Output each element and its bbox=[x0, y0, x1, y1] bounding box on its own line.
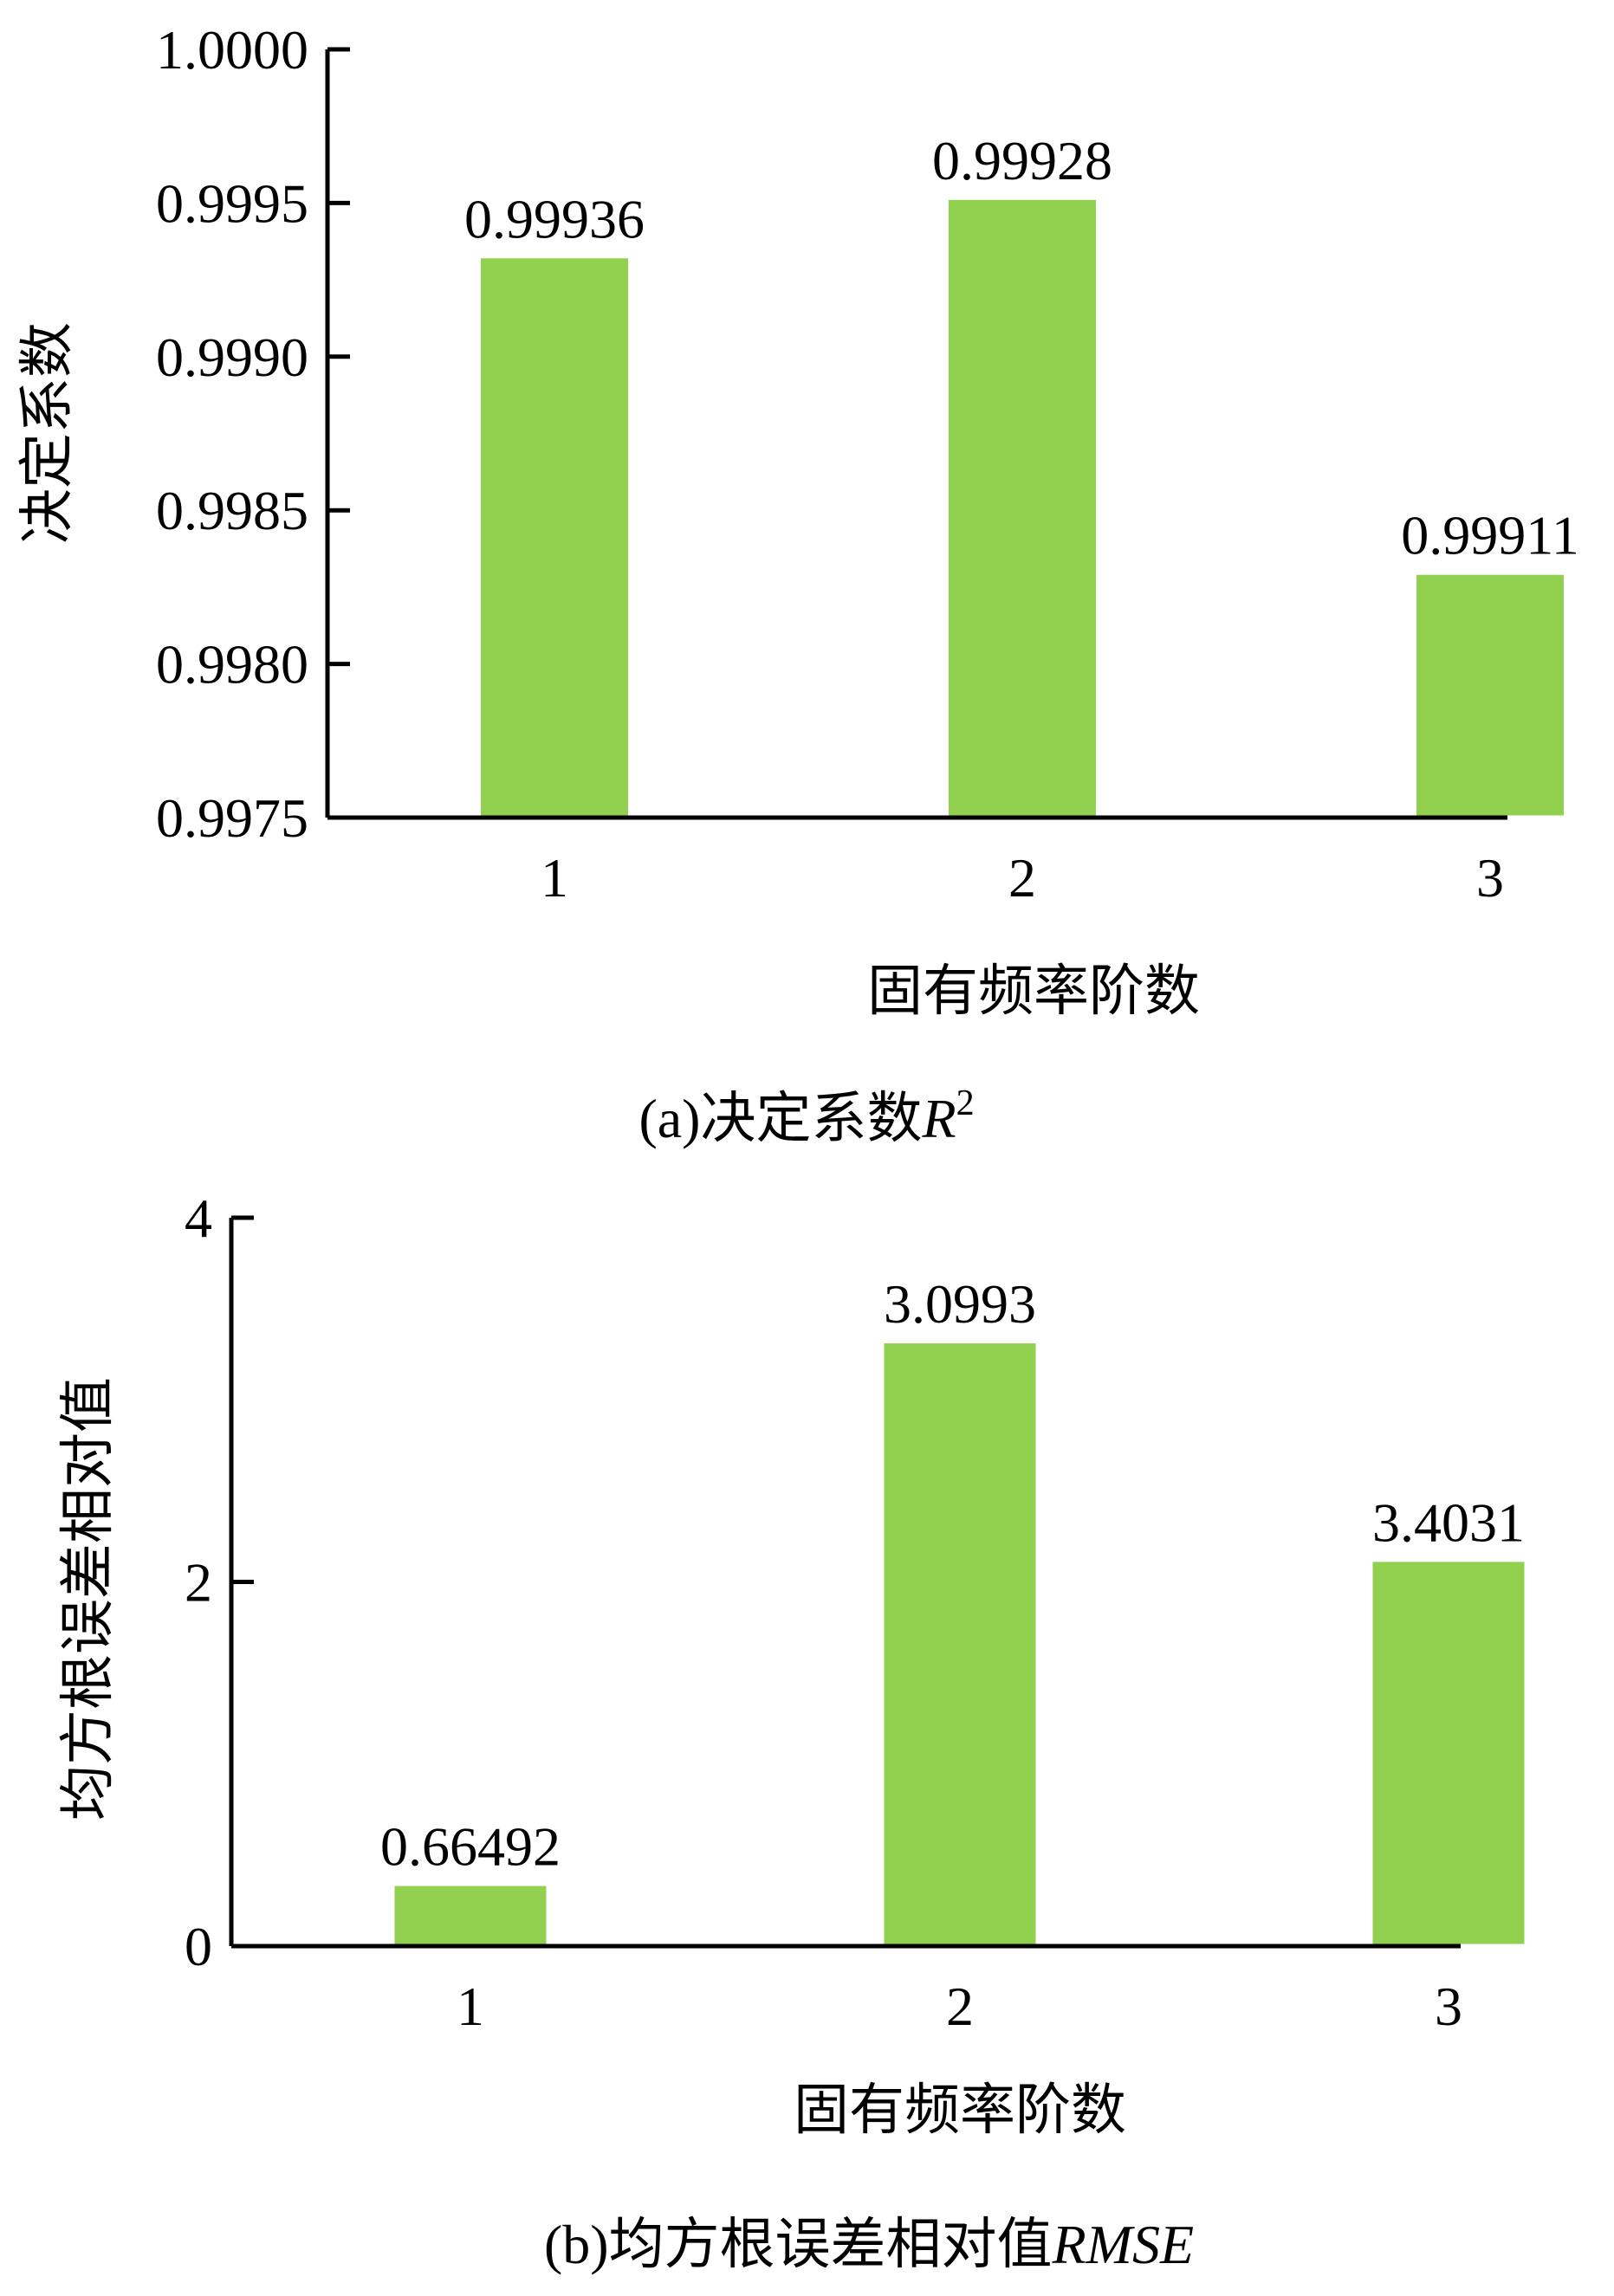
y-tick-label: 0.9975 bbox=[156, 787, 308, 849]
chart-b-caption-prefix: (b) bbox=[544, 2214, 609, 2275]
chart-b-caption: (b)均方根误差相对值RMSE bbox=[544, 2213, 1194, 2277]
y-tick-label: 2 bbox=[185, 1552, 212, 1614]
chart-a-y-axis-title: 决定系数 bbox=[16, 322, 80, 544]
y-tick-label: 1.0000 bbox=[156, 19, 308, 81]
chart-a-bars: 0.99936 0.99928 0.99911 bbox=[464, 130, 1579, 816]
x-tick-label: 3 bbox=[1435, 1976, 1462, 2037]
chart-a-caption-symbol: R bbox=[921, 1088, 956, 1149]
chart-b-bars: 0.66492 3.0993 3.4031 bbox=[380, 1273, 1525, 1944]
chart-a-caption-superscript: 2 bbox=[956, 1083, 975, 1123]
bar bbox=[394, 1885, 547, 1944]
bar bbox=[949, 199, 1096, 816]
bar bbox=[1372, 1562, 1525, 1944]
x-tick-label: 3 bbox=[1476, 847, 1504, 909]
bar bbox=[884, 1343, 1036, 1944]
y-tick-label: 0.9985 bbox=[156, 480, 308, 541]
y-tick-label: 0.9990 bbox=[156, 327, 308, 388]
bar-data-label: 0.99936 bbox=[464, 188, 645, 249]
x-tick-label: 2 bbox=[946, 1976, 974, 2037]
chart-b-x-tick-labels: 1 2 3 bbox=[457, 1976, 1462, 2037]
bar bbox=[1416, 574, 1564, 816]
bar-data-label: 0.66492 bbox=[380, 1816, 561, 1878]
bar-data-label: 3.4031 bbox=[1372, 1491, 1525, 1553]
chart-a-x-tick-labels: 1 2 3 bbox=[541, 847, 1504, 909]
chart-a: 0.9975 0.9980 0.9985 0.9990 0.9995 1.0000 0.9… bbox=[16, 19, 1579, 1151]
chart-a-caption-text: 决定系数 bbox=[700, 1087, 922, 1151]
chart-b-y-axis-title: 均方根误差相对值 bbox=[56, 1377, 120, 1821]
chart-b-y-ticks: 0 2 4 bbox=[185, 1187, 254, 1977]
y-tick-label: 0 bbox=[185, 1916, 212, 1977]
chart-b-x-axis-title: 固有频率阶数 bbox=[794, 2079, 1126, 2143]
bar bbox=[481, 258, 628, 816]
y-tick-label: 0.9980 bbox=[156, 634, 308, 695]
bar-data-label: 3.0993 bbox=[884, 1273, 1036, 1335]
x-tick-label: 2 bbox=[1008, 847, 1036, 909]
chart-a-caption-prefix: (a) bbox=[638, 1088, 700, 1149]
x-tick-label: 1 bbox=[541, 847, 568, 909]
chart-b-caption-symbol: RMSE bbox=[1052, 2214, 1195, 2275]
y-tick-label: 0.9995 bbox=[156, 172, 308, 234]
chart-a-x-axis-title: 固有频率阶数 bbox=[867, 960, 1200, 1024]
bar-data-label: 0.99928 bbox=[932, 130, 1112, 191]
chart-a-y-ticks: 0.9975 0.9980 0.9985 0.9990 0.9995 1.0000 bbox=[156, 19, 350, 849]
y-tick-label: 4 bbox=[185, 1187, 212, 1249]
bar-data-label: 0.99911 bbox=[1401, 505, 1579, 566]
chart-b-caption-text: 均方根误差相对值 bbox=[609, 2213, 1053, 2277]
x-tick-label: 1 bbox=[457, 1976, 484, 2037]
chart-b: 0 2 4 0.66492 3.0993 3.4031 1 2 3 固有频率阶数 均方根误差… bbox=[56, 1187, 1525, 2277]
chart-a-caption: (a)决定系数R2 bbox=[638, 1083, 974, 1151]
